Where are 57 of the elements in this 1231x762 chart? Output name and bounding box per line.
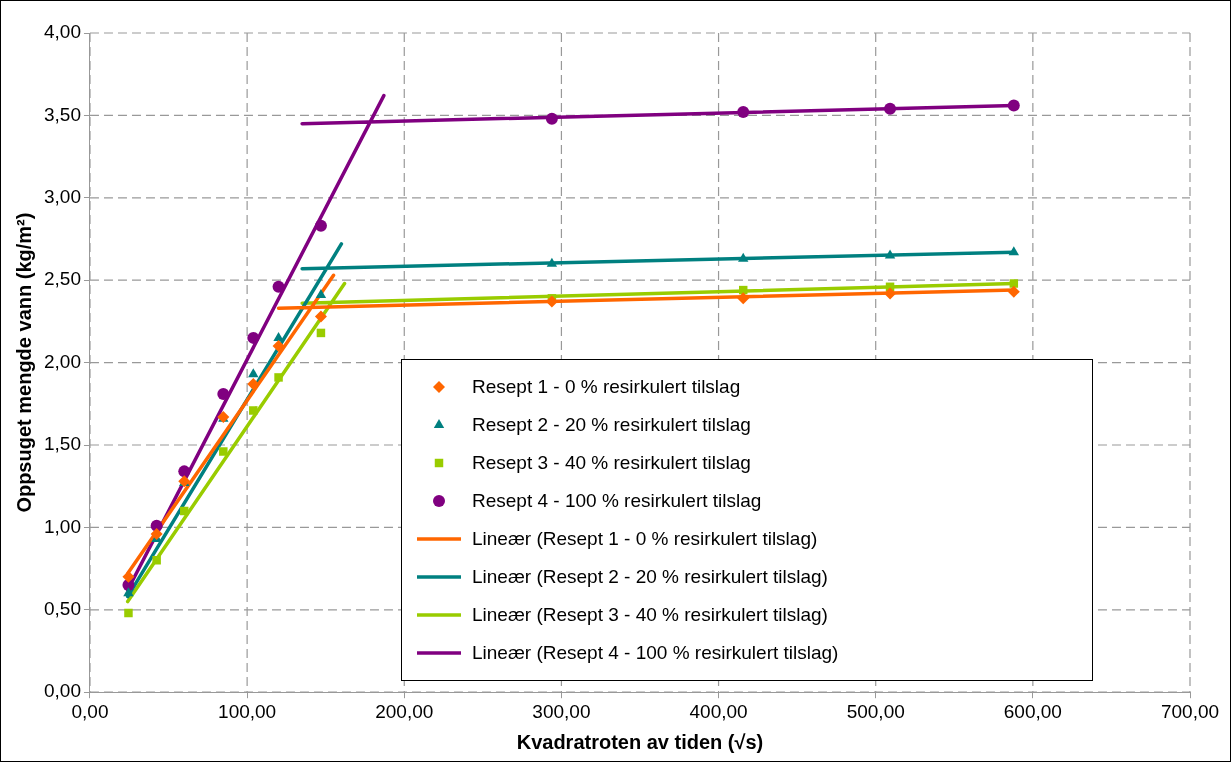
point	[1008, 246, 1019, 256]
point	[217, 387, 230, 400]
legend-label: Resept 2 - 20 % resirkulert tilslag	[472, 414, 751, 437]
y-tick-label: 2,50	[44, 268, 81, 290]
y-tick-label: 3,00	[44, 186, 81, 208]
point	[1009, 279, 1019, 288]
y-tick-label: 0,00	[44, 680, 81, 702]
legend-label: Resept 4 - 100 % resirkulert tilslag	[472, 490, 762, 513]
point	[150, 527, 163, 540]
legend-label: Lineær (Resept 4 - 100 % resirkulert tilslag)	[472, 642, 839, 665]
x-tick-label: 200,00	[375, 700, 434, 722]
x-axis-title: Kvadratroten av tiden (√s)	[516, 730, 764, 753]
y-tick-label: 0,50	[44, 598, 81, 620]
point	[738, 252, 749, 262]
x-tick-label: 700,00	[1160, 700, 1220, 722]
point	[314, 219, 327, 232]
legend-label: Lineær (Resept 1 - 0 % resirkulert tilslag)	[472, 528, 818, 551]
point	[274, 373, 283, 382]
point	[272, 340, 285, 353]
x-tick-label: 100,00	[218, 700, 277, 722]
point	[152, 556, 161, 565]
x-tick-label: 300,00	[532, 700, 591, 722]
legend-label: Lineær (Resept 3 - 40 % resirkulert tilslag)	[472, 604, 828, 627]
point	[884, 287, 897, 300]
point	[178, 465, 191, 478]
point	[247, 331, 260, 344]
y-tick-label: 3,50	[44, 103, 81, 125]
point	[315, 289, 327, 299]
point	[219, 447, 228, 456]
point	[248, 368, 259, 378]
point	[737, 106, 750, 119]
point	[737, 292, 750, 305]
x-tick-label: 500,00	[846, 700, 905, 722]
point	[1007, 99, 1020, 112]
point	[884, 102, 897, 115]
y-tick-label: 1,50	[44, 433, 81, 455]
y-axis-title: Oppsuget mengde vann (kg/m²)	[12, 212, 35, 513]
x-tick-label: 600,00	[1003, 700, 1062, 722]
point	[180, 506, 189, 516]
y-tick-label: 4,00	[44, 21, 81, 43]
point	[884, 249, 896, 259]
point	[546, 257, 558, 267]
legend-label: Lineær (Resept 2 - 20 % resirkulert tilslag)	[472, 566, 828, 589]
point	[545, 112, 558, 125]
legend-label: Resept 3 - 40 % resirkulert tilslag	[472, 452, 751, 475]
y-tick-label: 1,00	[44, 515, 81, 537]
point	[1007, 285, 1020, 298]
point	[273, 331, 284, 341]
point	[314, 310, 327, 323]
point	[272, 280, 285, 293]
x-tick-label: 0,00	[71, 700, 109, 722]
point	[249, 406, 258, 415]
point	[123, 587, 134, 597]
legend-label: Resept 1 - 0 % resirkulert tilslag	[472, 376, 741, 399]
y-tick-label: 2,00	[44, 350, 81, 372]
point	[124, 608, 133, 618]
x-tick-label: 400,00	[689, 700, 748, 722]
